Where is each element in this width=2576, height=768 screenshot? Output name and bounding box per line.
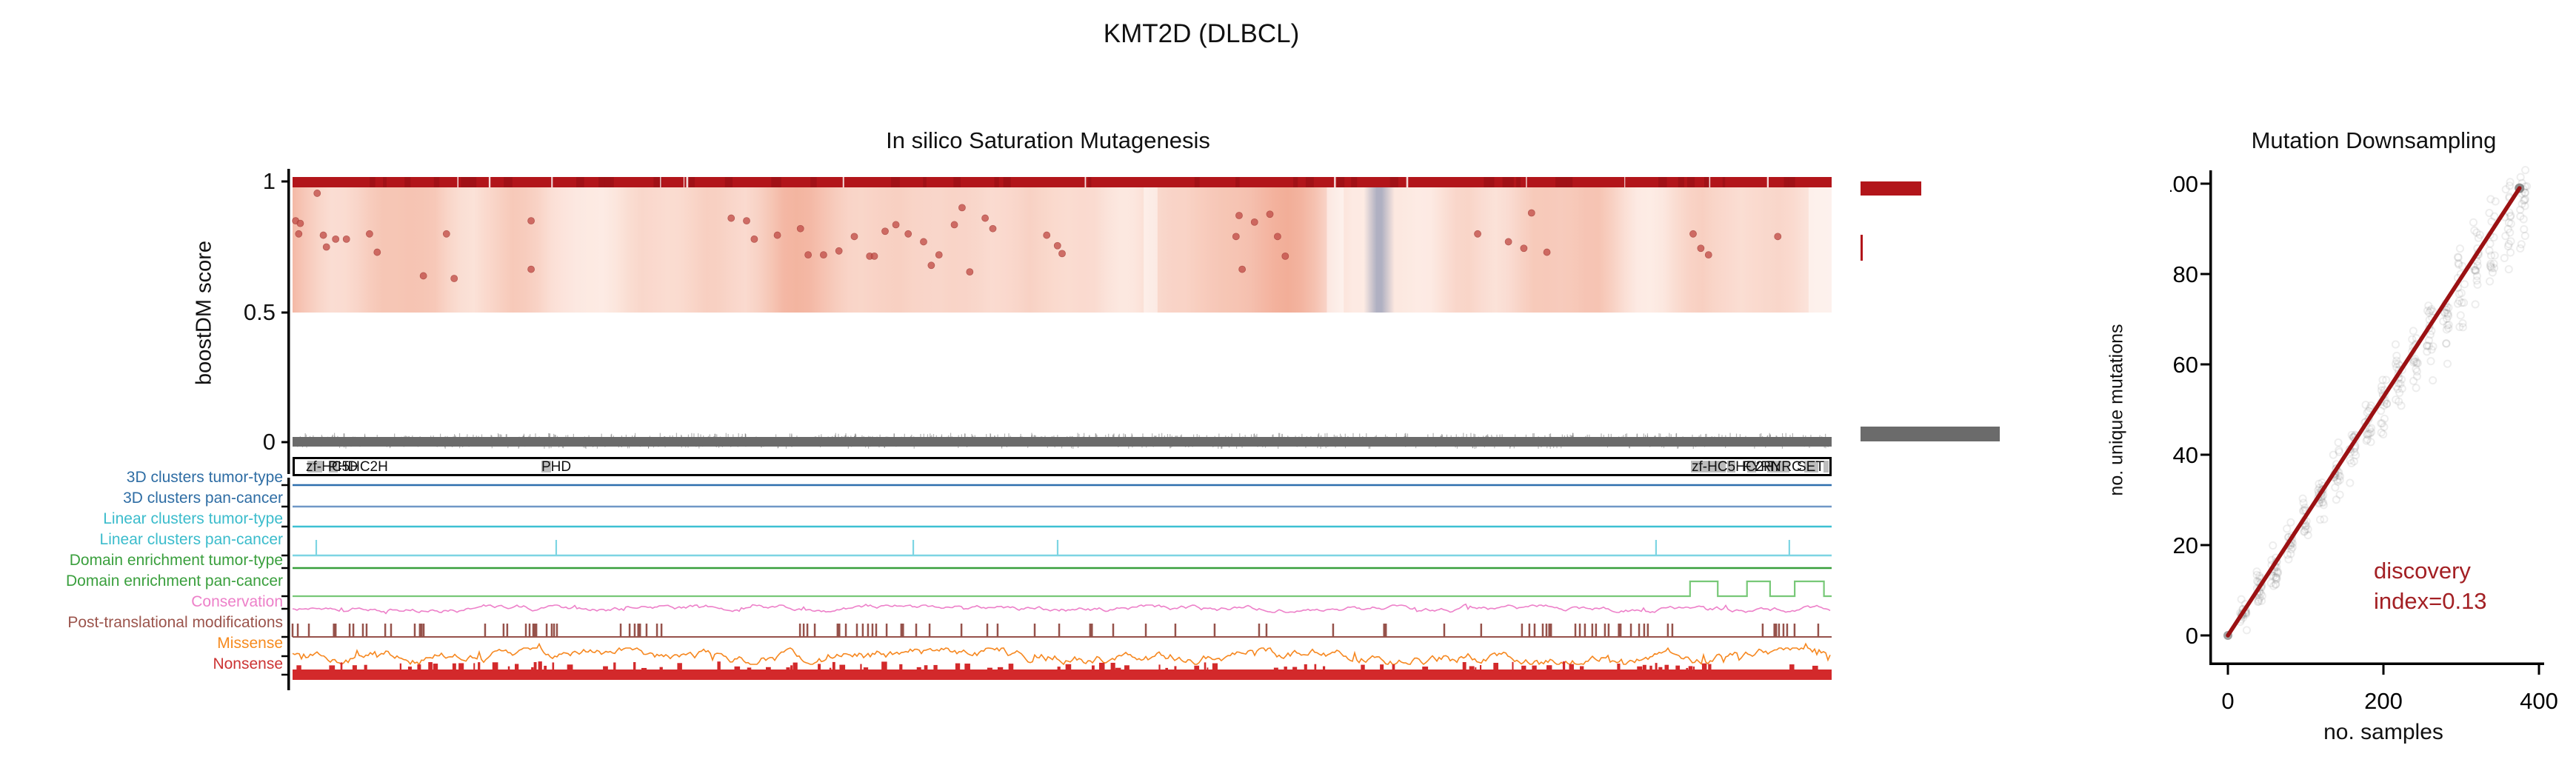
downsampling-xtick-label: 0 [2221,688,2234,714]
track-label-linear-clusters-pan-cancer: Linear clusters pan-cancer [99,531,283,548]
downsampling-trend-line [2226,186,2522,638]
legend-passenger-band-swatch [1861,427,2000,441]
domain-box [329,461,338,473]
legend-driver-midscore-swatch [1861,235,1863,261]
track-label-3d-clusters-pan-cancer: 3D clusters pan-cancer [123,490,283,507]
saturation-plot [281,169,1832,474]
boostdm-score-axis [281,169,290,474]
passenger-score-band [293,433,1832,449]
track-label-linear-clusters-tumor-type: Linear clusters tumor-type [103,510,283,527]
saturation-heatmap [293,181,1832,313]
track-label-nonsense: Nonsense [213,655,283,672]
track-linear-clusters-pan-cancer [293,540,1832,557]
annotation-tracks-plot [281,478,1832,690]
domain-box [1804,461,1818,473]
domain-label: SET [1797,459,1824,475]
downsampling-ytick-label: 80 [2173,261,2198,287]
track-nonsense [293,661,1832,680]
downsampling-ytick-label: 20 [2173,532,2198,558]
downsampling-ytick-label: 40 [2173,442,2198,468]
domain-label: zf-HC5HC2H [1692,459,1774,475]
domain-box [1691,461,1726,473]
downsampling-axes: 0 20 40 60 80 100 0 200 400 [2170,170,2558,714]
domain-box [1823,461,1829,473]
domain-label: FYRC [1764,459,1802,475]
discovery-index-annotation: discovery index=0.13 [2374,555,2487,616]
track-label-conservation: Conservation [191,593,283,610]
downsampling-plot: 0 20 40 60 80 100 0 200 400 [2170,166,2558,714]
mid-score-dots [292,190,1782,282]
downsampling-xtick-label: 200 [2364,688,2403,714]
boostdm-ytick-label: 0.5 [243,299,276,325]
track-label-3d-clusters-tumor-type: 3D clusters tumor-type [126,469,283,486]
track-label-domain-enrichment-pan-cancer: Domain enrichment pan-cancer [66,572,283,590]
domain-box [1767,461,1789,473]
figure-title: KMT2D (DLBCL) [1103,19,1300,48]
downsampling-ylabel: no. unique mutations [2106,324,2127,496]
legend-driver-band-swatch [1861,181,1921,196]
protein-domain-track: zf-HC5HC2H PHD PHD zf-HC5HC2H FYRN FYRC SET [293,457,1832,476]
track-missense [292,642,1831,666]
domain-box [307,461,322,473]
downsampling-ytick-label: 100 [2170,171,2198,197]
domain-label: PHD [541,459,572,475]
track-post-translational-modifications [291,624,1832,638]
domain-box [1727,461,1735,473]
domain-box [1747,461,1756,473]
track-conservation [292,603,1831,615]
tracks-axis [281,478,290,690]
downsampling-xlabel: no. samples [2323,720,2443,744]
discovery-index-line1: discovery [2374,558,2471,584]
track-label-domain-enrichment-tumor-type: Domain enrichment tumor-type [69,552,283,569]
boostdm-score-ylabel: boostDM score [192,241,216,386]
downsampling-xtick-label: 400 [2520,688,2558,714]
domain-label: zf-HC5HC2H [306,459,388,475]
track-label-post-translational-modifications: Post-translational modifications [67,614,283,631]
domain-box [541,461,551,473]
domain-label: FYRN [1743,459,1781,475]
discovery-index-line2: index=0.13 [2374,588,2487,614]
driver-score-band [293,177,1832,187]
boostdm-ytick-label: 1 [262,168,276,194]
track-label-missense: Missense [217,635,283,652]
saturation-title: In silico Saturation Mutagenesis [886,127,1210,153]
downsampling-ytick-label: 60 [2173,352,2198,378]
downsampling-title: Mutation Downsampling [2251,127,2497,153]
boostdm-ytick-label: 0 [262,429,276,455]
downsampling-ytick-label: 0 [2186,623,2198,649]
domain-label: PHD [328,459,358,475]
track-domain-enrichment-pan-cancer [293,580,1832,598]
